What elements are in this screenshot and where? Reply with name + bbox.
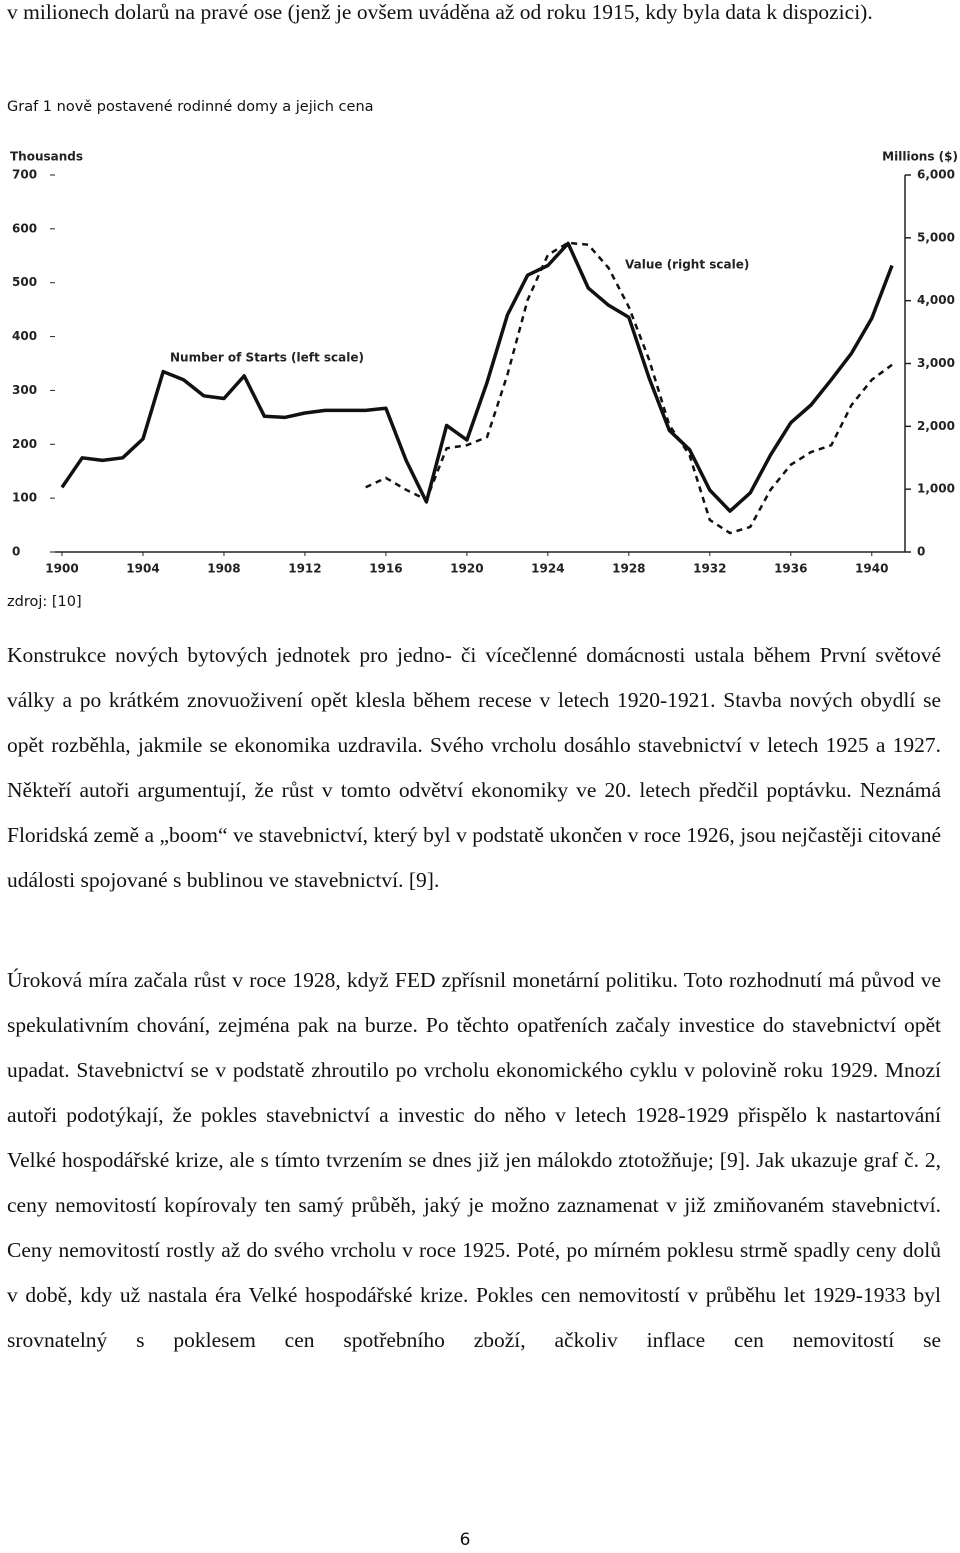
x-tick-label: 1932 bbox=[693, 562, 726, 576]
chart: Thousands Millions ($) 0 100 200 300 400 500 6… bbox=[10, 150, 958, 576]
y2-tick-label: 2,000 bbox=[917, 419, 955, 433]
y-tick-label: 600 bbox=[12, 221, 37, 235]
x-tick-label: 1916 bbox=[369, 562, 402, 576]
y-tick-label: 400 bbox=[12, 329, 37, 343]
x-tick-label: 1928 bbox=[612, 562, 645, 576]
paragraph: Konstrukce nových bytových jednotek pro … bbox=[7, 643, 941, 892]
y-tick-label: 200 bbox=[12, 437, 37, 451]
y2-tick-label: 3,000 bbox=[917, 356, 955, 370]
series-line bbox=[365, 241, 893, 535]
x-tick-label: 1908 bbox=[207, 562, 240, 576]
page-number: 6 bbox=[459, 1530, 471, 1550]
y-tick-label: 700 bbox=[12, 168, 37, 182]
figure-caption: Graf 1 nově postavené rodinné domy a jej… bbox=[7, 99, 374, 115]
y-tick-label: 100 bbox=[12, 491, 37, 505]
y2-tick-label: 5,000 bbox=[917, 230, 955, 244]
y-tick-label: 500 bbox=[12, 275, 37, 289]
y2-tick-label: 1,000 bbox=[917, 482, 955, 496]
y2-tick-label: 0 bbox=[917, 545, 925, 559]
x-tick-label: 1920 bbox=[450, 562, 483, 576]
x-tick-label: 1904 bbox=[126, 562, 159, 576]
paragraph: Úroková míra začala růst v roce 1928, kd… bbox=[7, 968, 941, 1352]
x-tick-label: 1936 bbox=[774, 562, 807, 576]
series-line bbox=[60, 241, 894, 513]
series-label: Value (right scale) bbox=[625, 258, 749, 272]
y-tick-label: 0 bbox=[12, 545, 20, 559]
x-tick-label: 1900 bbox=[45, 562, 78, 576]
x-tick-label: 1940 bbox=[855, 562, 888, 576]
y2-tick-label: 6,000 bbox=[917, 168, 955, 182]
y-axis-label: Thousands bbox=[10, 150, 83, 164]
y-tick-label: 300 bbox=[12, 383, 37, 397]
y2-tick-label: 4,000 bbox=[917, 293, 955, 307]
figure-source: zdroj: [10] bbox=[7, 594, 82, 610]
paragraph: v milionech dolarů na pravé ose (jenž je… bbox=[7, 0, 873, 24]
series-label: Number of Starts (left scale) bbox=[170, 351, 364, 365]
y2-axis-label: Millions ($) bbox=[882, 150, 958, 164]
x-tick-label: 1924 bbox=[531, 562, 564, 576]
x-tick-label: 1912 bbox=[288, 562, 321, 576]
